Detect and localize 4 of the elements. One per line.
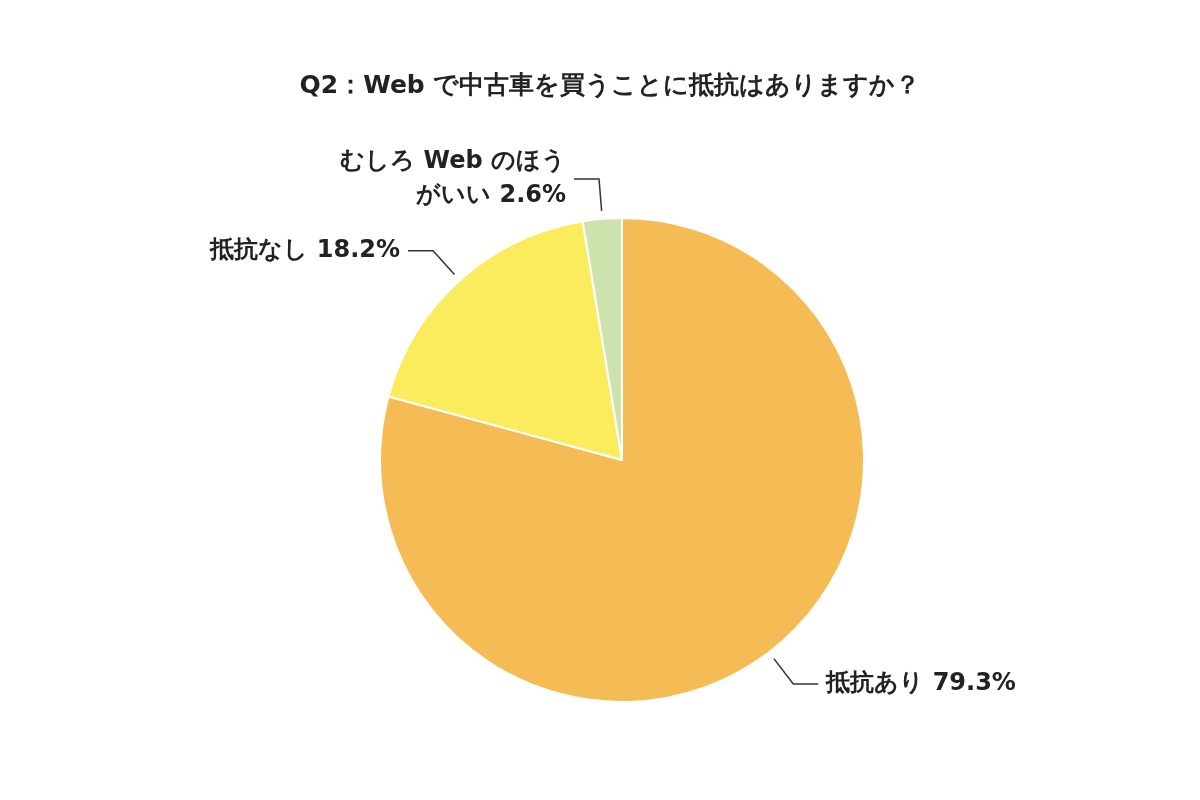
slice-label: 抵抗なし 18.2% — [209, 234, 401, 263]
chart-title: Q2：Web で中古車を買うことに抵抗はありますか？ — [299, 69, 921, 99]
slice-label: むしろ Web のほうがいい 2.6% — [340, 146, 567, 209]
slice-label: 抵抗あり 79.3% — [825, 668, 1016, 697]
